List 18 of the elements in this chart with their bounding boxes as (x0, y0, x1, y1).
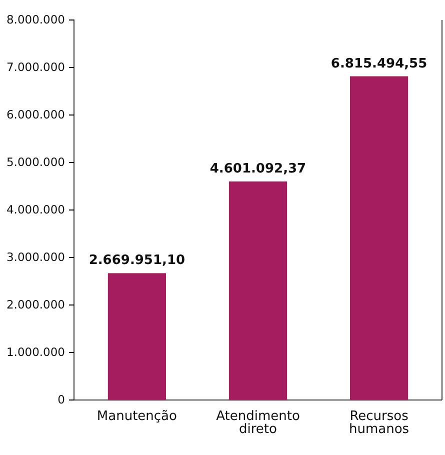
bar (228, 181, 288, 400)
x-tick-label: Manutenção (96, 409, 178, 424)
data-label: 6.815.494,55 (330, 56, 428, 72)
y-tick-label: 7.000.000 (6, 60, 65, 74)
bar (350, 76, 408, 400)
data-label: 2.669.951,10 (88, 253, 186, 268)
y-tick-label: 2.000.000 (6, 298, 65, 312)
y-tick-label: 1.000.000 (6, 345, 65, 360)
y-tick-label: 5.000.000 (6, 155, 65, 170)
y-tick-label: 4.000.000 (6, 202, 65, 217)
x-tick-label: Recursos humanos (349, 409, 410, 437)
y-tick-label: 3.000.000 (6, 250, 65, 264)
x-tick-label: Atendimento direto (216, 409, 300, 437)
y-tick-label: 0 (58, 392, 65, 407)
bar (108, 273, 166, 400)
y-tick-label: 8.000.000 (6, 12, 65, 27)
data-label: 4.601.092,37 (210, 161, 306, 176)
y-tick-label: 6.000.000 (6, 108, 65, 122)
